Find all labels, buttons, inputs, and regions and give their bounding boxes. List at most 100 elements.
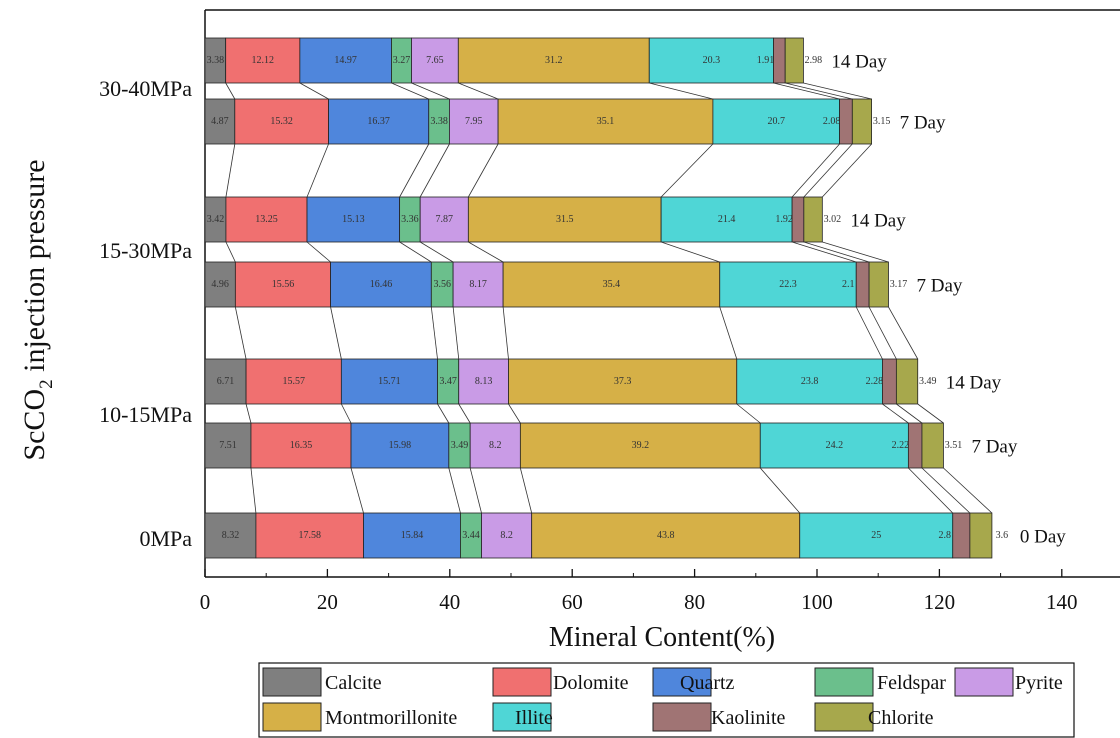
connector-line <box>411 82 450 100</box>
day-label: 14 Day <box>831 52 887 73</box>
bar-segment-illite <box>712 98 840 145</box>
segment-value-label: 8.13 <box>475 376 493 387</box>
connector-line <box>306 241 331 263</box>
connector-line <box>340 403 352 424</box>
segment-value-label: 25 <box>871 530 881 541</box>
bar-segment-illite <box>719 261 857 308</box>
segment-value-label: 16.37 <box>367 116 390 127</box>
bar-segment-quartz <box>330 261 432 308</box>
y-group-label: 30-40MPa <box>99 76 192 101</box>
connector-line <box>791 241 857 263</box>
connector-line <box>399 143 430 198</box>
bar-segment-calcite <box>204 98 236 145</box>
day-label: 14 Day <box>850 211 906 232</box>
segment-value-label: 43.8 <box>657 530 675 541</box>
bar-segment-quartz <box>328 98 430 145</box>
group-labels: 30-40MPa 15-30MPa 10-15MPa 0MPa <box>99 76 192 551</box>
segment-value-label: 7.65 <box>426 55 444 66</box>
segment-value-label: 3.36 <box>401 214 419 225</box>
connector-line <box>917 403 944 424</box>
segment-value-label: 2.08 <box>823 116 841 127</box>
segment-value-label: 21.4 <box>718 214 736 225</box>
segment-value-label: 31.2 <box>545 55 563 66</box>
x-tick-label: 120 <box>924 590 956 614</box>
y-label-part: ScCO <box>18 389 51 461</box>
segment-value-label: 2.28 <box>866 376 884 387</box>
segment-value-label: 8.2 <box>489 440 502 451</box>
segment-value-label: 3.47 <box>439 376 457 387</box>
connector-line <box>458 82 499 100</box>
x-tick-label: 60 <box>562 590 583 614</box>
bar-segment-kaolinite <box>882 358 897 405</box>
segment-value-label: 8.32 <box>222 530 240 541</box>
x-tick-label: 0 <box>200 590 211 614</box>
segment-value-label: 15.84 <box>401 530 424 541</box>
y-label-part: injection pressure <box>18 159 51 379</box>
connector-line <box>882 403 909 424</box>
segment-value-label: 3.17 <box>890 279 908 290</box>
segment-value-label: 4.96 <box>211 279 229 290</box>
connector-line <box>225 143 236 198</box>
connector-line <box>469 467 482 514</box>
connector-line <box>855 306 883 360</box>
connector-line <box>330 306 342 360</box>
legend-label: Pyrite <box>1015 672 1063 694</box>
legend-label: Feldspar <box>877 672 946 694</box>
connector-line <box>430 306 438 360</box>
connector-line <box>234 306 247 360</box>
connector-line <box>803 82 872 100</box>
connector-line <box>299 82 329 100</box>
y-group-label: 10-15MPa <box>99 402 192 427</box>
connector-line <box>736 403 761 424</box>
connector-line <box>399 241 432 263</box>
bar-segment-dolomite <box>234 261 331 308</box>
bar-segment-calcite <box>204 512 257 559</box>
y-label-subscript: 2 <box>36 379 57 389</box>
y-group-label: 0MPa <box>139 526 192 551</box>
x-tick-label: 140 <box>1046 590 1078 614</box>
legend-label: Dolomite <box>553 672 629 694</box>
legend-label: Quartz <box>680 672 735 694</box>
legend-swatch-kaolinite <box>652 702 712 732</box>
legend-swatch-pyrite <box>954 667 1014 697</box>
segment-value-label: 15.56 <box>272 279 295 290</box>
connector-line <box>419 143 450 198</box>
connector-line <box>391 82 429 100</box>
x-tick-label: 20 <box>317 590 338 614</box>
segment-value-label: 22.3 <box>779 279 797 290</box>
segment-value-label: 14.97 <box>334 55 357 66</box>
connector-line <box>306 143 329 198</box>
day-label: 7 Day <box>971 437 1017 458</box>
x-tick-label: 80 <box>684 590 705 614</box>
bar-segment-dolomite <box>234 98 329 145</box>
legend-swatch-chlorite <box>814 702 874 732</box>
segment-value-label: 31.5 <box>556 214 574 225</box>
segment-value-label: 3.27 <box>393 55 411 66</box>
segment-value-label: 6.71 <box>217 376 235 387</box>
connector-line <box>468 241 504 263</box>
segment-value-label: 2.8 <box>938 530 951 541</box>
x-axis: 0 20 40 60 80 100 120 140 <box>200 569 1120 614</box>
bar-segment-kaolinite <box>907 422 923 469</box>
segment-value-label: 3.6 <box>996 530 1009 541</box>
connector-line <box>225 82 236 100</box>
segment-value-label: 7.87 <box>436 214 454 225</box>
bar-segment-chlorite <box>784 37 804 84</box>
segment-value-label: 23.8 <box>801 376 819 387</box>
bar-segment-kaolinite <box>839 98 853 145</box>
x-tick-label: 40 <box>439 590 460 614</box>
segment-value-label: 3.38 <box>430 116 448 127</box>
segment-value-label: 15.57 <box>282 376 305 387</box>
segment-value-label: 8.2 <box>500 530 513 541</box>
bar-segment-illite <box>799 512 954 559</box>
segment-value-label: 3.15 <box>873 116 891 127</box>
segment-value-label: 16.35 <box>290 440 313 451</box>
segment-value-label: 37.3 <box>614 376 632 387</box>
segment-value-label: 3.49 <box>451 440 469 451</box>
segment-value-label: 15.32 <box>270 116 293 127</box>
segment-value-label: 13.25 <box>255 214 278 225</box>
bar-segment-dolomite <box>225 37 301 84</box>
bar-segment-dolomite <box>250 422 352 469</box>
legend-label: Illite <box>515 707 553 729</box>
legend-label: Calcite <box>325 672 382 694</box>
